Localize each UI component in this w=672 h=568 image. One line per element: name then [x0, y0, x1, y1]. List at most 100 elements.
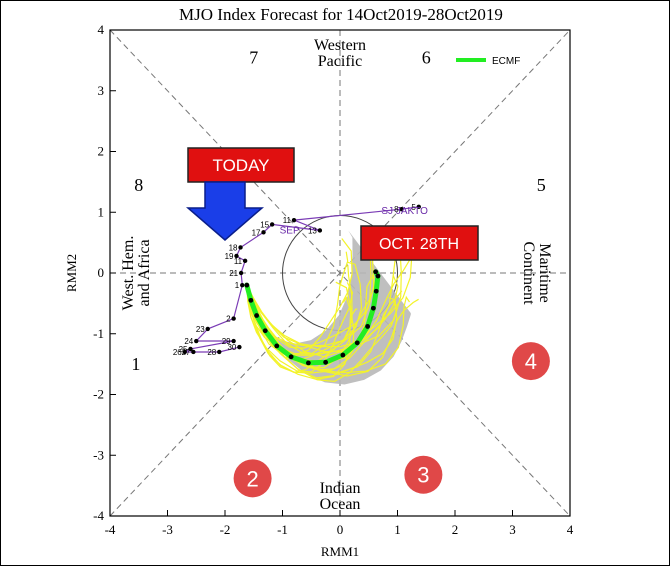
x-tick-label: -3: [162, 522, 173, 537]
ensemble-spread: [244, 230, 411, 385]
observed-point: [205, 326, 210, 332]
observed-day-label: 23: [196, 325, 205, 334]
x-tick-label: 2: [452, 522, 459, 537]
observed-point: [242, 258, 248, 264]
observed-day-label: 15: [260, 220, 269, 229]
ensemble-mean-point: [323, 359, 329, 365]
observed-point: [240, 282, 245, 288]
observed-day-label: 21: [229, 269, 238, 278]
y-tick-label: -2: [93, 387, 104, 402]
oct28-callout-text: OCT. 28TH: [379, 236, 459, 253]
ensemble-mean-point: [373, 288, 379, 294]
observed-day-label: 1: [235, 281, 240, 290]
observed-point: [238, 270, 244, 276]
ensemble-mean-point: [274, 343, 280, 349]
ensemble-member-line: [246, 236, 375, 349]
observed-day-label: 28: [207, 348, 216, 357]
ensemble-mean-point: [354, 340, 360, 346]
observed-day-label: 24: [184, 337, 193, 346]
observed-day-label: 26: [173, 348, 182, 357]
ensemble-member-line: [246, 284, 411, 374]
phase-badge-label: 4: [525, 349, 537, 374]
legend-label: ECMF: [492, 56, 520, 67]
observed-point: [399, 207, 404, 212]
ensemble-mean-point: [262, 328, 268, 334]
y-tick-label: -3: [93, 447, 104, 462]
observed-point: [234, 253, 239, 259]
phase-number: 5: [537, 175, 546, 195]
phase-number: 7: [249, 47, 258, 67]
region-label-top-1: Western: [314, 37, 366, 54]
x-tick-label: -1: [277, 522, 288, 537]
ensemble-mean-point: [254, 313, 260, 318]
phase-badge: [404, 455, 443, 494]
region-label-right-1: Maritime: [536, 243, 553, 303]
ensemble-mean-point: [244, 282, 250, 288]
chart-title: MJO Index Forecast for 14Oct2019-28Oct20…: [179, 5, 503, 24]
region-label-top-2: Pacific: [318, 53, 362, 70]
ensemble-mean-track: [244, 269, 381, 366]
y-tick-label: -4: [93, 508, 104, 523]
observed-point: [182, 349, 187, 355]
x-tick-label: 1: [394, 522, 401, 537]
observed-point: [416, 204, 421, 209]
phase-badge: [511, 342, 550, 381]
phase-badge-label: 3: [417, 463, 429, 488]
today-callout-text: TODAY: [213, 156, 270, 175]
ensemble-mean-point: [305, 360, 311, 366]
today-arrow-icon: [185, 181, 265, 241]
ensemble-mean-point: [373, 269, 379, 275]
phase-badge-label: 2: [246, 466, 258, 491]
observed-day-label: 13: [308, 226, 317, 235]
ensemble-member-line: [246, 285, 355, 374]
observed-point: [194, 338, 199, 344]
ensemble-mean-point: [288, 354, 294, 360]
today-callout-box: [187, 147, 295, 183]
month-label: SJ JAKTO: [381, 206, 428, 217]
observed-day-label: 18: [229, 243, 238, 252]
observed-day-label: 5: [411, 203, 416, 212]
y-tick-label: 1: [98, 204, 105, 219]
observed-point: [238, 245, 243, 250]
phase-number: 1: [131, 354, 140, 374]
spread-area: [244, 230, 411, 385]
observed-point: [317, 228, 323, 233]
observed-day-label: 8: [394, 205, 399, 214]
region-label-left-2: and Africa: [136, 239, 153, 306]
observed-point: [291, 217, 297, 223]
ensemble-mean-point: [370, 305, 376, 311]
region-label-right-2: Continent: [520, 241, 537, 305]
region-label-bottom-1: Indian: [320, 480, 361, 497]
observed-point: [191, 349, 196, 355]
observed-day-label: 11: [234, 257, 243, 266]
y-tick-label: -1: [93, 326, 104, 341]
observed-point: [261, 230, 266, 235]
phase-badge: [233, 459, 272, 498]
y-tick-label: 0: [98, 265, 105, 280]
ensemble-mean-point: [375, 273, 381, 279]
observed-day-label: 27: [181, 348, 190, 357]
oct28-callout-box: [360, 225, 479, 261]
x-axis-label: RMM1: [321, 544, 359, 559]
ensemble-mean-point: [365, 324, 370, 329]
observed-point: [269, 222, 275, 227]
ensemble-member-line: [246, 246, 406, 348]
observed-day-label: 30: [227, 343, 236, 352]
observed-point: [237, 344, 242, 350]
x-tick-label: 4: [567, 522, 574, 537]
y-tick-label: 2: [98, 144, 105, 159]
y-axis-label: RMM2: [64, 254, 79, 292]
observed-point: [188, 346, 193, 352]
observed-point: [231, 316, 236, 321]
phase-number: 6: [422, 47, 431, 67]
month-label: SEP: [280, 226, 300, 237]
observed-point: [231, 338, 236, 344]
observed-day-label: 19: [225, 252, 234, 261]
phase-dividers: [109, 29, 571, 517]
